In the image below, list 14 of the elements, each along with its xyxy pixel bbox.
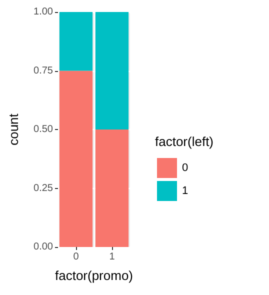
legend-label: 1	[182, 185, 188, 197]
y-tick-label: 1.00	[34, 6, 54, 18]
bar	[95, 130, 129, 247]
y-tick-label: 0.25	[34, 182, 54, 194]
bar	[95, 12, 129, 130]
legend-title: factor(left)	[155, 134, 214, 149]
legend-label: 0	[182, 162, 188, 174]
y-axis-title: count	[6, 113, 21, 146]
x-axis-title: factor(promo)	[54, 268, 134, 283]
bar	[59, 12, 93, 71]
y-tick-label: 0.00	[34, 242, 54, 252]
bar	[59, 70, 93, 247]
y-tick-label: 0.50	[34, 124, 54, 135]
y-tick-label: 0.75	[34, 65, 54, 76]
